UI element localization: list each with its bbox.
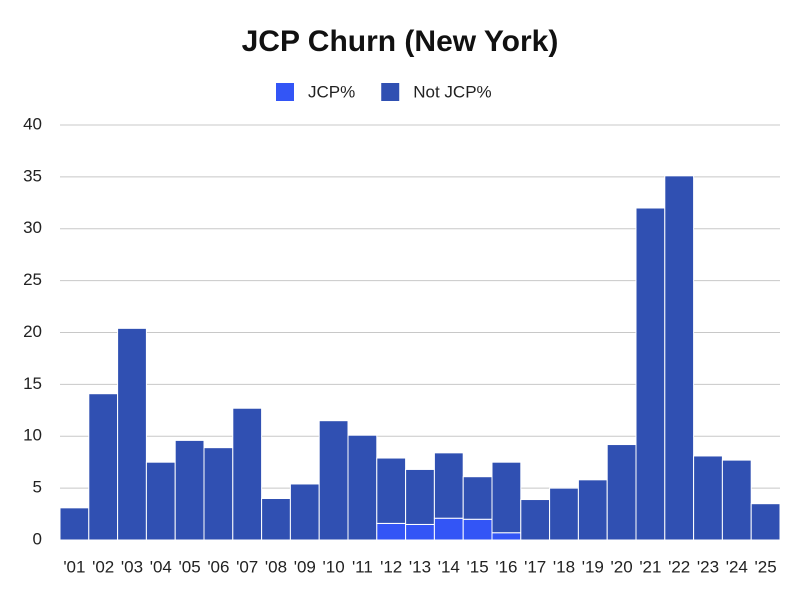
y-tick-label: 20 <box>23 322 42 341</box>
bar-segment <box>635 207 666 541</box>
y-tick-label: 10 <box>23 426 42 445</box>
bar-segment <box>117 327 147 541</box>
bar-segment <box>549 487 579 541</box>
legend-label: Not JCP% <box>413 82 491 101</box>
y-tick-label: 25 <box>23 270 42 289</box>
y-tick-label: 40 <box>23 114 42 133</box>
x-tick-label: '08 <box>265 557 287 576</box>
chart-title: JCP Churn (New York) <box>242 25 559 58</box>
x-tick-label: '23 <box>697 557 719 576</box>
bar-segment <box>462 518 493 541</box>
bar-segment <box>721 459 752 541</box>
x-tick-label: '20 <box>611 557 633 576</box>
bar-segment <box>376 522 407 541</box>
bar-segment <box>174 439 205 541</box>
bar-segment <box>59 507 90 541</box>
x-tick-label: '17 <box>524 557 546 576</box>
bar-segment <box>376 457 407 524</box>
x-tick-label: '01 <box>63 557 85 576</box>
legend-swatch <box>381 83 400 101</box>
bar-segment <box>433 452 464 519</box>
y-tick-label: 5 <box>33 478 42 497</box>
x-tick-label: '04 <box>150 557 172 576</box>
x-tick-label: '22 <box>668 557 690 576</box>
x-tick-label: '09 <box>294 557 316 576</box>
bar-segment <box>491 461 522 534</box>
x-tick-label: '05 <box>179 557 201 576</box>
bar-segment <box>433 517 464 541</box>
bar-segment <box>203 447 234 541</box>
y-tick-label: 15 <box>23 374 42 393</box>
x-tick-label: '06 <box>207 557 229 576</box>
x-tick-label: '12 <box>380 557 402 576</box>
bar-segment <box>289 483 320 541</box>
x-tick-label: '24 <box>726 557 748 576</box>
bar-segment <box>750 503 781 541</box>
x-tick-label: '21 <box>639 557 661 576</box>
bar-segment <box>232 407 263 541</box>
x-tick-label: '07 <box>236 557 258 576</box>
y-tick-label: 35 <box>23 166 42 185</box>
x-tick-label: '18 <box>553 557 575 576</box>
y-tick-label: 0 <box>33 529 42 548</box>
bar-segment <box>693 455 723 541</box>
bar-segment <box>405 468 435 525</box>
bar-segment <box>520 499 551 541</box>
bar-segment <box>318 420 349 541</box>
x-tick-label: '10 <box>323 557 345 576</box>
x-tick-label: '15 <box>467 557 489 576</box>
bar-segment <box>577 479 608 541</box>
bar-segment <box>261 498 291 541</box>
x-tick-label: '19 <box>582 557 604 576</box>
x-tick-label: '02 <box>92 557 114 576</box>
bar-segment <box>606 444 637 541</box>
x-tick-label: '13 <box>409 557 431 576</box>
legend-swatch <box>276 83 294 101</box>
x-tick-label: '14 <box>438 557 460 576</box>
bar-segment <box>405 523 435 541</box>
x-tick-label: '11 <box>352 557 373 576</box>
bar-segment <box>145 461 176 541</box>
y-tick-label: 30 <box>23 218 42 237</box>
bar-segment <box>664 175 695 541</box>
bar-segment <box>491 532 522 541</box>
x-tick-label: '03 <box>121 557 143 576</box>
bar-segment <box>347 434 378 541</box>
x-tick-label: '25 <box>755 557 777 576</box>
x-tick-label: '16 <box>495 557 517 576</box>
bar-segment <box>88 393 119 541</box>
legend-label: JCP% <box>308 82 355 101</box>
bar-segment <box>462 476 493 520</box>
